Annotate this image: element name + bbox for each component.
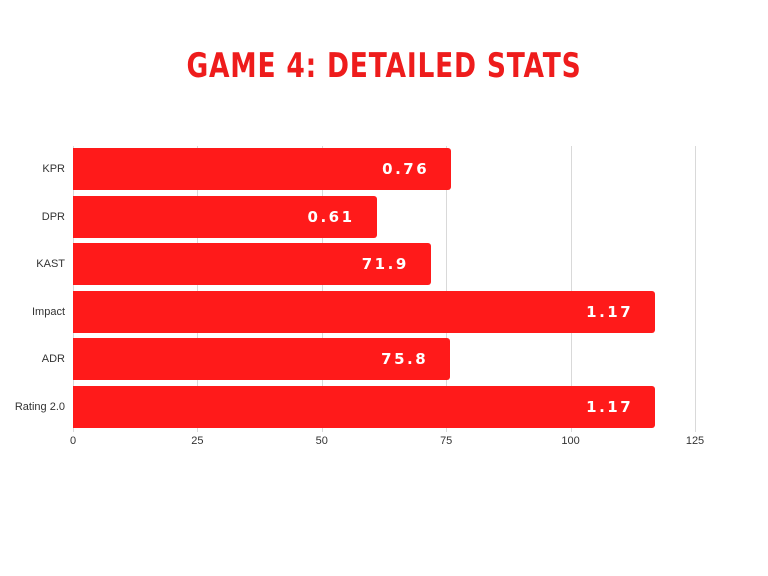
category-label: DPR <box>41 210 65 223</box>
bar-value-label: 1.17 <box>586 398 634 416</box>
x-tick-label: 50 <box>315 435 328 447</box>
bar: 71.9 <box>73 243 431 286</box>
bar: 0.76 <box>73 148 452 190</box>
bar: 1.17 <box>73 290 656 333</box>
gridline <box>321 146 323 432</box>
bar: 0.61 <box>73 195 377 238</box>
x-tick-label: 100 <box>561 435 580 447</box>
chart-title: GAME 4: DETAILED STATS <box>186 46 582 86</box>
gridline <box>197 146 199 432</box>
category-label: Rating 2.0 <box>14 401 65 413</box>
gridline <box>446 146 448 432</box>
gridline <box>695 146 696 432</box>
x-tick-label: 25 <box>191 435 204 447</box>
bar-value-label: 71.9 <box>361 255 409 274</box>
category-label: KPR <box>42 163 65 175</box>
plot-area: 0.76 0.61 71.9 1.17 75.8 1.17 <box>73 146 696 432</box>
bar: 1.17 <box>73 386 656 428</box>
bar-value-label: 1.17 <box>586 302 634 321</box>
x-tick-label: 75 <box>440 435 453 447</box>
gridline <box>570 146 572 432</box>
bar: 75.8 <box>73 338 451 381</box>
category-label: Impact <box>31 305 65 318</box>
category-label: ADR <box>41 353 65 366</box>
x-tick-label: 0 <box>69 435 77 447</box>
bar-value-label: 0.76 <box>382 160 430 178</box>
bar-value-label: 75.8 <box>381 350 429 369</box>
gridline <box>73 146 74 432</box>
category-label: KAST <box>36 258 65 271</box>
bar-value-label: 0.61 <box>307 207 355 226</box>
x-tick-label: 125 <box>685 435 705 447</box>
